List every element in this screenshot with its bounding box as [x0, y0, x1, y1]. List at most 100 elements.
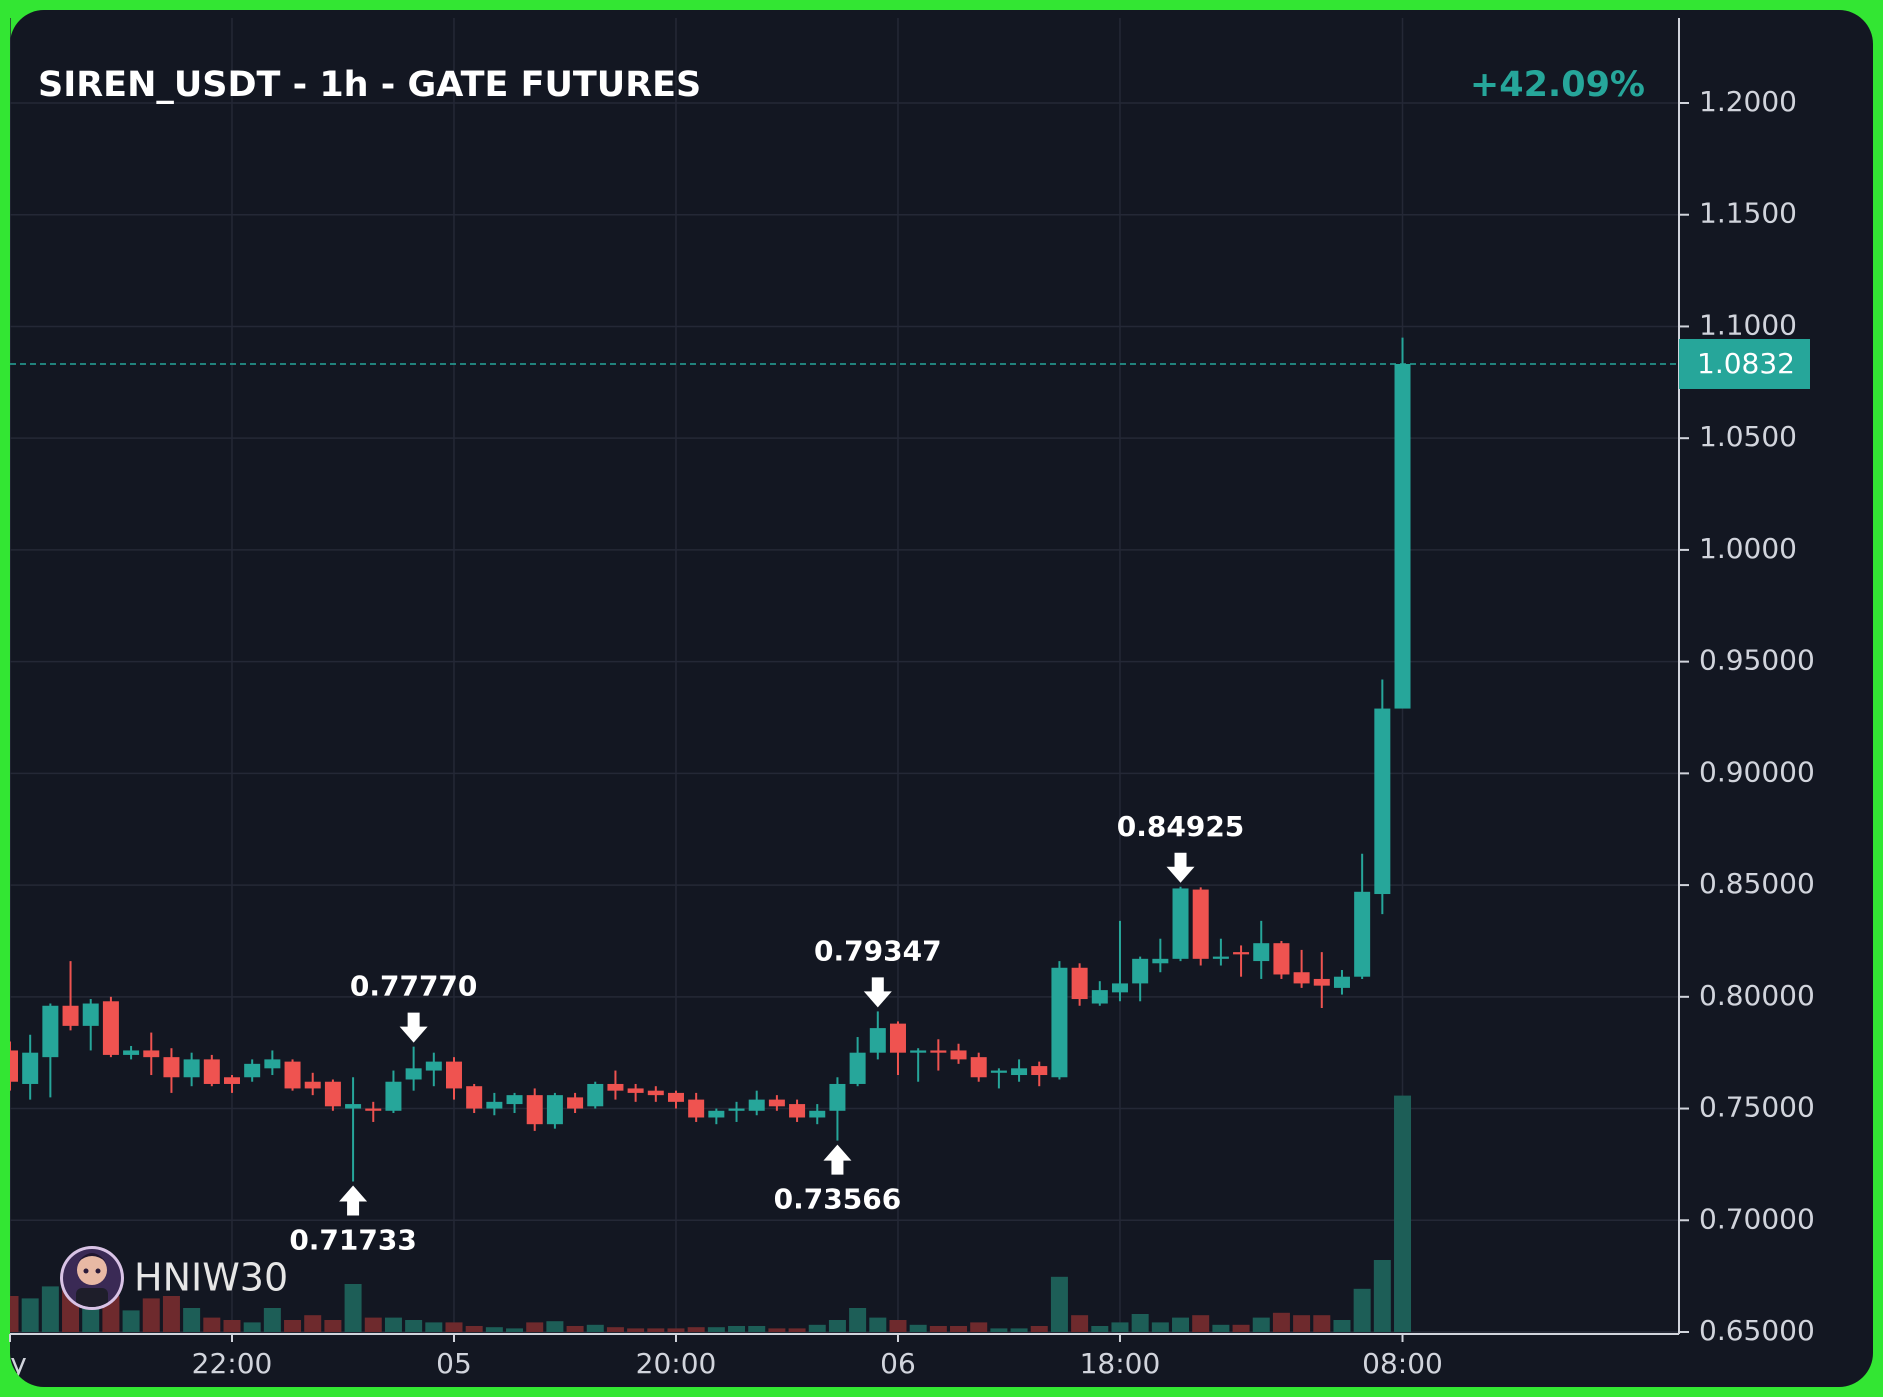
y-tick-label: 0.65000: [1699, 1314, 1815, 1347]
volume-bar: [647, 1328, 665, 1332]
candle-body: [1253, 943, 1270, 962]
candle-body: [910, 1050, 927, 1053]
candle-body: [829, 1083, 846, 1111]
volume-bar: [243, 1322, 261, 1332]
candle-body: [183, 1059, 200, 1078]
candle-body: [1354, 891, 1371, 977]
volume-bar: [263, 1308, 281, 1332]
volume-bar: [990, 1328, 1008, 1332]
candle-body: [10, 1050, 18, 1082]
volume-bar: [586, 1324, 604, 1332]
x-tick-label: 18:00: [1080, 1347, 1161, 1380]
candle-body: [849, 1052, 866, 1084]
candle-body: [385, 1081, 402, 1111]
volume-bar: [667, 1328, 685, 1332]
candle-body: [546, 1095, 563, 1125]
candle-body: [425, 1061, 442, 1071]
volume-bar: [1272, 1312, 1290, 1332]
avatar: [63, 1249, 121, 1307]
candle-body: [1091, 990, 1108, 1004]
volume-bar: [41, 1286, 59, 1332]
watermark-text: HNIW30: [134, 1256, 288, 1300]
candle-body: [708, 1110, 725, 1118]
volume-bar: [284, 1320, 302, 1332]
volume-bar: [606, 1327, 624, 1332]
volume-bar: [1091, 1326, 1109, 1332]
volume-bar: [344, 1284, 362, 1332]
y-tick-label: 0.80000: [1699, 979, 1815, 1012]
candle-body: [627, 1088, 644, 1093]
volume-bar: [627, 1328, 645, 1332]
card: [10, 10, 1873, 1387]
x-tick-label: ay: [0, 1347, 27, 1380]
volume-bar: [526, 1322, 544, 1332]
volume-bar: [425, 1322, 443, 1332]
candle-body: [1152, 958, 1169, 964]
candle-body: [22, 1052, 39, 1084]
y-tick-label: 1.2000: [1699, 85, 1797, 118]
volume-bar: [909, 1324, 927, 1332]
candle-body: [990, 1070, 1007, 1073]
candle-body: [1192, 889, 1209, 959]
volume-bar: [1333, 1320, 1351, 1332]
volume-bar: [1172, 1317, 1190, 1332]
volume-bar: [1212, 1324, 1230, 1332]
candle-body: [1111, 983, 1128, 993]
volume-bar: [405, 1320, 423, 1332]
volume-bar: [142, 1298, 160, 1332]
x-tick-label: 22:00: [192, 1347, 273, 1380]
volume-bar: [1131, 1314, 1149, 1332]
volume-bar: [808, 1324, 826, 1332]
volume-bar: [768, 1328, 786, 1332]
volume-bar: [10, 1296, 19, 1332]
change-label: +42.09%: [1470, 65, 1645, 105]
candle-body: [1374, 708, 1391, 895]
volume-bar: [1293, 1315, 1311, 1332]
candle-body: [688, 1099, 705, 1118]
volume-bar: [1373, 1260, 1391, 1332]
candle-body: [1333, 976, 1350, 988]
candle-body: [163, 1057, 180, 1078]
y-tick-label: 0.85000: [1699, 867, 1815, 900]
annotation-arrow: [823, 1144, 852, 1175]
candle-body: [506, 1095, 523, 1105]
volume-bar: [1394, 1095, 1412, 1332]
candle-body: [445, 1061, 462, 1089]
candle-body: [950, 1050, 967, 1060]
watermark: HNIW30: [60, 1246, 288, 1310]
volume-bar: [364, 1317, 382, 1332]
candle-body: [1233, 952, 1250, 955]
candle-body: [223, 1077, 240, 1084]
volume-bar: [788, 1328, 806, 1332]
candle-body: [567, 1097, 584, 1109]
volume-bar: [828, 1320, 846, 1332]
volume-bar: [950, 1326, 968, 1332]
volume-pane: [10, 1095, 1412, 1332]
candle-body: [587, 1083, 604, 1107]
annotation-label: 0.71733: [289, 1224, 417, 1257]
volume-bar: [506, 1328, 524, 1332]
volume-bar: [1252, 1317, 1270, 1332]
candle-body: [1212, 956, 1229, 959]
volume-bar: [687, 1327, 705, 1332]
candle-body: [1172, 888, 1189, 959]
y-tick-label: 1.0500: [1699, 420, 1797, 453]
candle-body: [284, 1061, 301, 1089]
candle-body: [1293, 972, 1310, 984]
volume-bar: [1030, 1326, 1048, 1332]
volume-bar: [1151, 1322, 1169, 1332]
annotation: 0.71733: [289, 1185, 417, 1257]
volume-bar: [849, 1308, 867, 1332]
annotation-label: 0.73566: [774, 1183, 902, 1216]
candle-body: [728, 1108, 745, 1111]
annotation: 0.77770: [350, 970, 477, 1043]
volume-bar: [384, 1317, 402, 1332]
annotation-label: 0.79347: [814, 934, 942, 967]
x-tick-label: 05: [436, 1347, 472, 1380]
volume-bar: [546, 1321, 564, 1332]
candles: [10, 337, 1411, 1182]
volume-bar: [445, 1322, 463, 1332]
candle-body: [62, 1005, 79, 1026]
candle-body: [102, 1001, 119, 1055]
candle-body: [970, 1057, 987, 1078]
